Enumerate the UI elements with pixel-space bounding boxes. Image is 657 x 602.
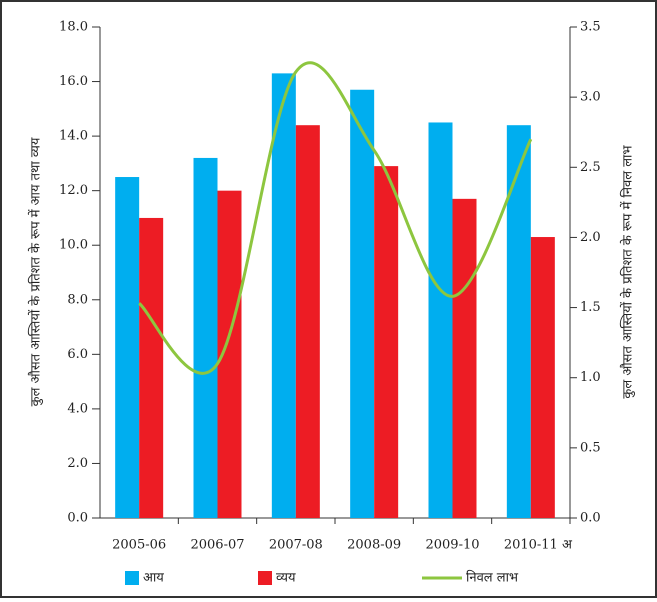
bar	[350, 89, 375, 518]
x-tick-label: 2005-06	[112, 538, 166, 553]
bar	[452, 198, 477, 518]
y-tick-label: 10.0	[59, 238, 88, 253]
bar	[271, 73, 296, 518]
y-tick-label: 18.0	[59, 20, 88, 35]
y-tick-label: 8.0	[67, 292, 88, 307]
y2-tick-label: 3.5	[580, 20, 601, 35]
bar	[374, 166, 399, 518]
legend-label: आय	[143, 571, 164, 586]
x-tick-label: 2006-07	[190, 538, 244, 553]
x-tick-label: 2008-09	[347, 538, 401, 553]
y2-tick-label: 0.0	[580, 511, 601, 526]
y2-tick-label: 1.0	[580, 370, 601, 385]
y-tick-label: 4.0	[67, 401, 88, 416]
y2-tick-label: 2.0	[580, 230, 601, 245]
y2-tick-label: 2.5	[580, 160, 601, 175]
legend-label: निवल लाभ	[466, 570, 519, 586]
y-tick-label: 0.0	[67, 511, 88, 526]
bar	[115, 177, 140, 518]
y-tick-label: 2.0	[67, 456, 88, 471]
bar	[139, 217, 164, 518]
y-axis-label: कुल औसत आस्तियों के प्रतिशत के रूप में आ…	[28, 137, 44, 406]
y2-tick-label: 0.5	[580, 440, 601, 455]
bar	[506, 125, 531, 518]
bar	[530, 237, 555, 519]
y2-axis-label: कुल औसत आस्तियों के प्रतिशत के रूप में न…	[620, 145, 636, 399]
y-tick-label: 16.0	[59, 74, 88, 89]
y2-tick-label: 3.0	[580, 90, 601, 105]
bar	[193, 157, 218, 518]
legend-swatch	[125, 571, 139, 585]
x-tick-label: 2009-10	[425, 538, 479, 553]
net-profit-line	[138, 61, 533, 375]
y2-tick-label: 1.5	[580, 300, 601, 315]
bar	[428, 122, 453, 518]
legend-label: व्यय	[276, 571, 296, 586]
y-tick-label: 6.0	[67, 347, 88, 362]
legend-swatch	[258, 571, 272, 585]
x-tick-label: 2007-08	[269, 538, 323, 553]
bar	[295, 125, 320, 518]
y-tick-label: 12.0	[59, 183, 88, 198]
x-axis-label: अ	[562, 538, 573, 553]
x-tick-label: 2010-11	[504, 538, 558, 553]
y-tick-label: 14.0	[59, 129, 88, 144]
